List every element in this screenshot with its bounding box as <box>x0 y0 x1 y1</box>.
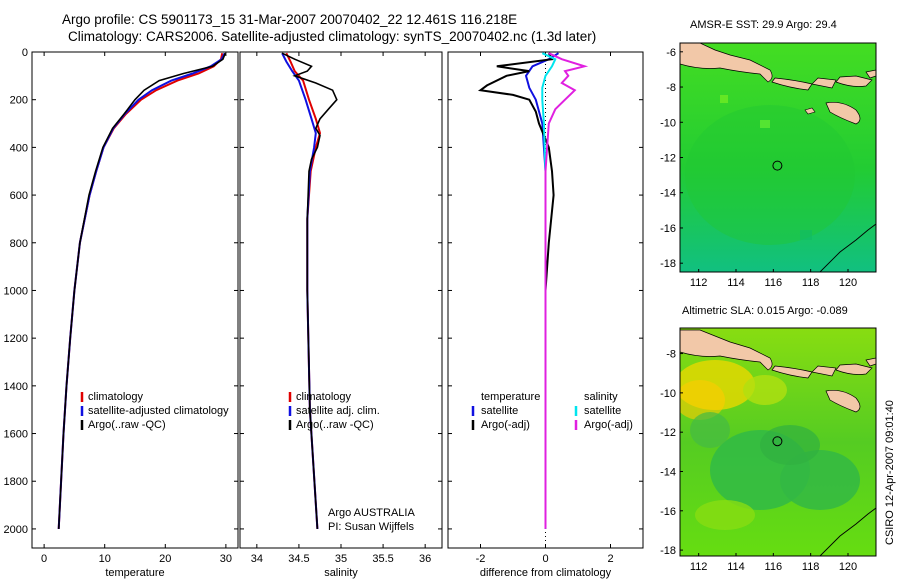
salinity-legend-label: satellite adj. clim. <box>296 405 380 417</box>
map-xtick-label: 114 <box>727 277 745 289</box>
amsr-coast-australia <box>819 223 876 272</box>
salinity-frame <box>239 51 443 549</box>
depth-tick-label: 1800 <box>4 476 28 488</box>
temperature-xtick-label: 20 <box>159 553 171 565</box>
temperature-panel: 0 10 20 30 0 200 400 600 800 1000 1200 1400 1600 1800… <box>4 47 239 579</box>
map-xtick-label: 112 <box>690 277 708 289</box>
depth-tick-label: 800 <box>10 238 28 250</box>
map-ytick-label: -12 <box>660 153 676 165</box>
difference-legend-label: salinity <box>584 391 618 403</box>
amsr-argo-marker <box>772 160 783 171</box>
salinity-legend-label: Argo(..raw -QC) <box>296 419 374 431</box>
temperature-legend-label: satellite-adjusted climatology <box>88 405 229 417</box>
difference-series-salinity-argo-adj- <box>544 52 589 529</box>
temperature-legend-label: Argo(..raw -QC) <box>88 419 166 431</box>
salinity-annotation: PI: Susan Wijffels <box>328 521 414 533</box>
map-ytick-label: -8 <box>666 349 676 361</box>
difference-legend-label: satellite <box>584 405 621 417</box>
amsr-land-sumbawa-small <box>804 107 816 115</box>
difference-series-temperature-satellite <box>524 52 560 529</box>
map-ytick-label: -18 <box>660 258 676 270</box>
sla-argo-marker <box>772 436 783 447</box>
salinity-xtick-label: 36 <box>419 553 431 565</box>
depth-tick-label: 1200 <box>4 333 28 345</box>
temperature-xtick-label: 0 <box>41 553 47 565</box>
sla-map: 112 114 116 118 120 -8 -10 -12 -14 -16 -18 <box>660 327 877 573</box>
difference-legend-label: Argo(-adj) <box>481 419 530 431</box>
map-xtick-label: 116 <box>765 561 783 573</box>
depth-tick-label: 0 <box>22 47 28 59</box>
salinity-xtick-label: 35 <box>335 553 347 565</box>
difference-legend-label: Argo(-adj) <box>584 419 633 431</box>
salinity-legend-label: climatology <box>296 391 352 403</box>
depth-tick-label: 1000 <box>4 285 28 297</box>
difference-legend-label: satellite <box>481 405 518 417</box>
amsr-land-sumba <box>825 101 861 125</box>
map-ytick-label: -16 <box>660 506 676 518</box>
map-xtick-label: 114 <box>727 561 745 573</box>
depth-tick-label: 200 <box>10 95 28 107</box>
header-line-2: Climatology: CARS2006. Satellite-adjuste… <box>68 29 597 44</box>
header-line-1: Argo profile: CS 5901173_15 31-Mar-2007 … <box>62 12 518 27</box>
temperature-series-climatology <box>57 53 224 529</box>
difference-xtick-label: 2 <box>607 553 613 565</box>
map-xtick-label: 120 <box>839 277 857 289</box>
difference-xlabel: difference from climatology <box>480 567 612 579</box>
salinity-series-argo-raw-qc- <box>281 52 338 529</box>
temperature-series-argo-raw-qc- <box>57 52 227 529</box>
temperature-frame <box>31 51 239 549</box>
difference-series-temperature-argo-adj- <box>477 52 555 529</box>
salinity-series-climatology <box>285 52 322 529</box>
map-ytick-label: -6 <box>666 47 676 59</box>
sla-land-islands <box>771 357 876 379</box>
temperature-xtick-label: 10 <box>99 553 111 565</box>
map-ytick-label: -12 <box>660 427 676 439</box>
amsr-map-title: AMSR-E SST: 29.9 Argo: 29.4 <box>690 19 837 31</box>
map-xtick-label: 118 <box>802 561 820 573</box>
salinity-xtick-label: 35.5 <box>372 553 393 565</box>
difference-xtick-label: 0 <box>542 553 548 565</box>
sla-land-sumba <box>825 389 861 413</box>
salinity-series-satellite-adj-clim- <box>281 52 319 529</box>
map-ytick-label: -14 <box>660 188 676 200</box>
temperature-series-satellite-adjusted-climatology <box>57 52 226 529</box>
depth-tick-label: 2000 <box>4 524 28 536</box>
sla-map-title: Altimetric SLA: 0.015 Argo: -0.089 <box>682 305 848 317</box>
salinity-xtick-label: 34 <box>251 553 263 565</box>
amsr-land-java <box>680 43 773 83</box>
map-ytick-label: -10 <box>660 388 676 400</box>
amsr-map: 112 114 116 118 120 -6 -8 -10 -12 -14 -16 -18 <box>660 42 877 289</box>
map-ytick-label: -14 <box>660 466 676 478</box>
sla-land-java <box>680 329 773 371</box>
map-ytick-label: -18 <box>660 545 676 557</box>
temperature-legend-label: climatology <box>88 391 144 403</box>
depth-tick-label: 1600 <box>4 429 28 441</box>
map-ytick-label: -8 <box>666 82 676 94</box>
map-xtick-label: 118 <box>802 277 820 289</box>
difference-legend-label: temperature <box>481 391 540 403</box>
difference-xtick-label: -2 <box>476 553 486 565</box>
map-ytick-label: -16 <box>660 223 676 235</box>
salinity-annotation: Argo AUSTRALIA <box>328 507 415 519</box>
salinity-panel: 34 34.5 35 35.5 36 salinity climatology satelli… <box>239 51 443 579</box>
difference-panel: -2 0 2 difference from climatology temperatu… <box>447 51 644 579</box>
map-xtick-label: 112 <box>690 561 708 573</box>
salinity-xtick-label: 34.5 <box>288 553 309 565</box>
temperature-xlabel: temperature <box>105 567 164 579</box>
sla-coast-australia <box>819 507 876 556</box>
depth-tick-label: 400 <box>10 142 28 154</box>
salinity-xlabel: salinity <box>324 567 358 579</box>
map-ytick-label: -10 <box>660 117 676 129</box>
map-xtick-label: 120 <box>839 561 857 573</box>
depth-tick-label: 1400 <box>4 381 28 393</box>
depth-tick-label: 600 <box>10 190 28 202</box>
side-timestamp: CSIRO 12-Apr-2007 09:01:40 <box>884 400 896 545</box>
map-xtick-label: 116 <box>765 277 783 289</box>
amsr-land-islands <box>771 69 876 91</box>
temperature-xtick-label: 30 <box>220 553 232 565</box>
